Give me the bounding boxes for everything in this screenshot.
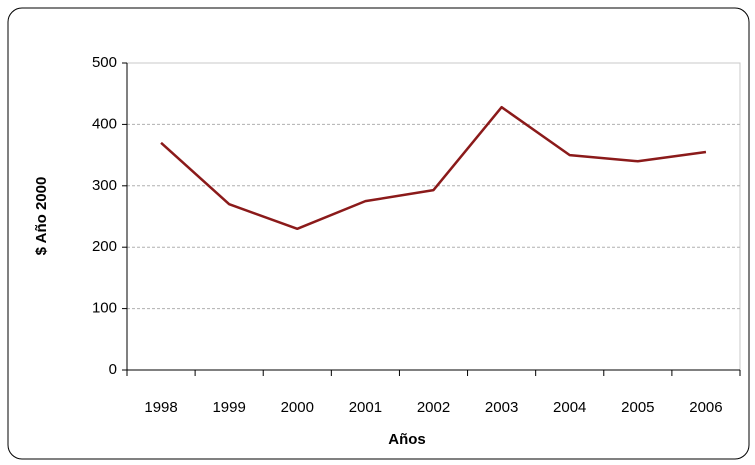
y-tick-label: 100 xyxy=(92,300,117,317)
x-tick-label: 2002 xyxy=(417,399,450,416)
x-tick-label: 1998 xyxy=(144,399,177,416)
x-tick-label: 2003 xyxy=(485,399,518,416)
data-line xyxy=(160,105,707,231)
x-tick-label: 2006 xyxy=(689,399,722,416)
y-tick-label: 500 xyxy=(92,54,117,71)
y-tick-label: 400 xyxy=(92,115,117,132)
x-tick-label: 2004 xyxy=(553,399,586,416)
y-tick-label: 200 xyxy=(92,238,117,255)
y-axis-title: $ Año 2000 xyxy=(33,177,50,256)
x-tick-label: 2005 xyxy=(621,399,654,416)
x-tick-label: 2000 xyxy=(281,399,314,416)
x-tick-label: 1999 xyxy=(212,399,245,416)
x-axis-title: Años xyxy=(388,431,426,448)
y-tick-label: 300 xyxy=(92,177,117,194)
chart-frame xyxy=(7,7,750,460)
y-tick-label: 0 xyxy=(109,361,117,378)
x-tick-label: 2001 xyxy=(349,399,382,416)
